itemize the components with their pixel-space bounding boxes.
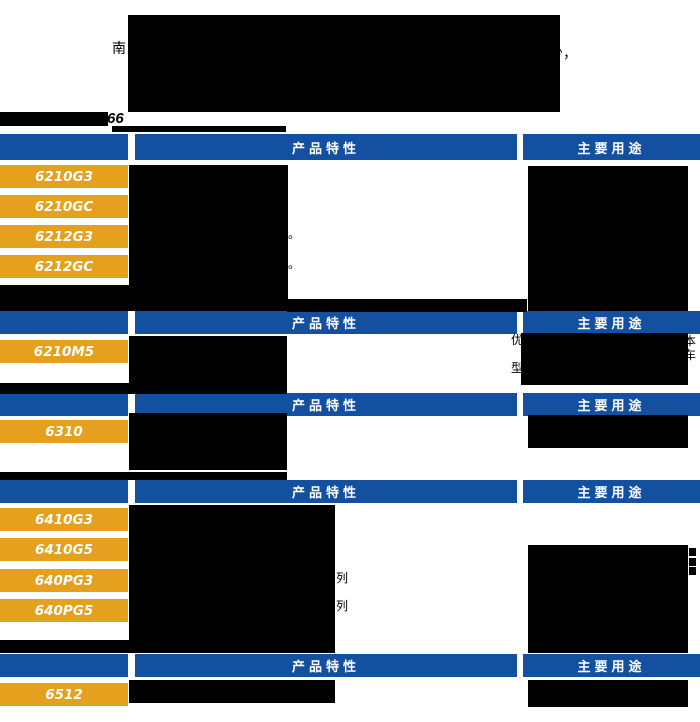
product-code-cell: 6410G5	[0, 538, 128, 561]
redaction-block	[0, 285, 288, 311]
header-cell-main-uses: 主要用途	[523, 480, 700, 503]
redaction-strip	[112, 126, 286, 132]
redaction-block	[0, 383, 287, 394]
redaction-list-label	[0, 112, 108, 126]
header-cell-main-uses: 主要用途	[523, 393, 700, 416]
redaction-block	[521, 333, 688, 385]
product-code-cell: 6210G3	[0, 165, 128, 188]
redaction-block	[129, 165, 288, 285]
header-cell-product-features: 产品特性	[135, 480, 517, 503]
product-code-cell: 6512	[0, 683, 128, 706]
redaction-block	[528, 166, 688, 311]
header-cell-product-code	[0, 393, 128, 416]
list-number: 66	[107, 110, 124, 127]
feature-text-fragment: 列	[336, 571, 349, 585]
product-code-cell: 640PG3	[0, 569, 128, 592]
header-cell-main-uses: 主要用途	[523, 311, 700, 334]
product-code-cell: 6212G3	[0, 225, 128, 248]
product-code-cell: 6212GC	[0, 255, 128, 278]
product-code-cell: 6210GC	[0, 195, 128, 218]
header-cell-product-features: 产品特性	[135, 134, 517, 160]
product-code-cell: 6210M5	[0, 340, 128, 363]
product-code-cell: 6410G3	[0, 508, 128, 531]
header-cell-main-uses: 主要用途	[523, 654, 700, 677]
redaction-block	[528, 415, 688, 448]
header-cell-main-uses: 主要用途	[523, 134, 700, 160]
header-cell-product-features: 产品特性	[135, 311, 517, 334]
header-cell-product-features: 产品特性	[135, 654, 517, 677]
use-text-fragment: 型	[511, 361, 524, 375]
header-cell-product-code	[0, 480, 128, 503]
product-code-cell: 6310	[0, 420, 128, 443]
redaction-block	[0, 640, 335, 653]
feature-text-fragment: 列	[336, 599, 349, 613]
redaction-glyph-fragment	[689, 558, 696, 566]
redaction-glyph-fragment	[689, 567, 696, 575]
redaction-block	[129, 680, 335, 703]
redaction-glyph-fragment	[689, 548, 696, 556]
redaction-block	[129, 505, 335, 640]
use-text-fragment: 优	[511, 333, 524, 347]
product-code-cell: 640PG5	[0, 599, 128, 622]
redaction-block	[528, 545, 688, 653]
header-cell-product-code	[0, 311, 128, 334]
redaction-block	[129, 413, 287, 470]
redaction-block	[129, 336, 287, 383]
redaction-block	[528, 680, 688, 707]
intro-text-fragment-left: 南	[112, 41, 126, 57]
header-cell-product-code	[0, 134, 128, 160]
redaction-block	[287, 299, 527, 312]
header-cell-product-code	[0, 654, 128, 677]
redaction-intro-block	[128, 15, 560, 112]
redaction-block	[0, 472, 287, 480]
header-cell-product-features: 产品特性	[135, 393, 517, 416]
